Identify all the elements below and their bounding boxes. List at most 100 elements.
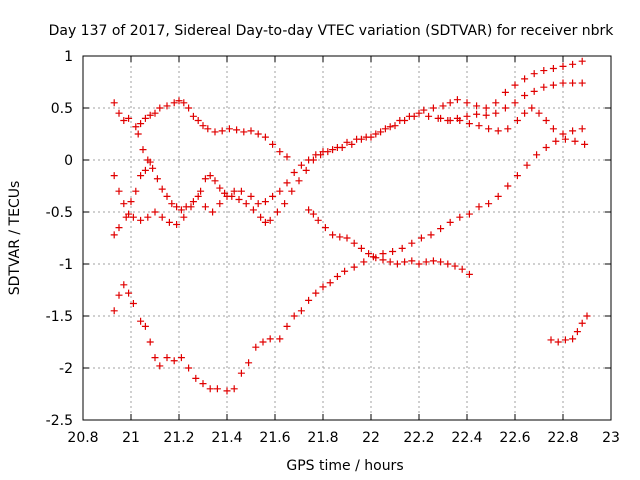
series-track-d (305, 206, 473, 278)
data-point (561, 336, 569, 344)
data-point (408, 239, 416, 247)
data-point (341, 267, 349, 275)
data-point (283, 322, 291, 330)
data-point (417, 234, 425, 242)
data-point (261, 133, 269, 141)
data-point (120, 281, 128, 289)
data-point (451, 262, 459, 270)
data-point (343, 138, 351, 146)
data-point (194, 116, 202, 124)
data-point (151, 109, 159, 117)
data-point (549, 64, 557, 72)
data-point (213, 385, 221, 393)
data-point (475, 122, 483, 130)
data-point (144, 213, 152, 221)
data-point (137, 216, 145, 224)
data-point (120, 200, 128, 208)
data-point (218, 127, 226, 135)
y-tick-labels: 1 0.5 0 -0.5 -1 -1.5 -2 -2.5 (46, 49, 73, 429)
data-point (549, 81, 557, 89)
data-point (420, 106, 428, 114)
data-point (427, 231, 435, 239)
data-point (257, 213, 265, 221)
data-point (511, 81, 519, 89)
data-point (297, 307, 305, 315)
data-point (365, 250, 373, 258)
series-track-e (110, 135, 589, 395)
data-point (425, 112, 433, 120)
y-tick-label: 1 (64, 49, 73, 65)
data-point (187, 203, 195, 211)
data-point (189, 112, 197, 120)
data-point (456, 116, 464, 124)
data-point (408, 257, 416, 265)
data-point (110, 172, 118, 180)
data-point (194, 192, 202, 200)
data-point (583, 312, 591, 320)
data-point (156, 362, 164, 370)
data-point (429, 257, 437, 265)
y-tick-label: -0.5 (46, 205, 73, 221)
data-point (261, 218, 269, 226)
data-point (391, 122, 399, 130)
data-point (185, 104, 193, 112)
data-point (336, 233, 344, 241)
data-point (163, 192, 171, 200)
data-point (578, 125, 586, 133)
data-point (533, 151, 541, 159)
data-point (523, 161, 531, 169)
data-point (571, 137, 579, 145)
data-point (269, 140, 277, 148)
data-point (235, 196, 243, 204)
data-point (437, 258, 445, 266)
data-point (473, 110, 481, 118)
data-point (305, 156, 313, 164)
data-point (513, 172, 521, 180)
data-point (446, 218, 454, 226)
x-tick-label: 22.6 (499, 430, 530, 446)
data-point (578, 79, 586, 87)
data-point (134, 130, 142, 138)
x-tick-label: 21.6 (259, 430, 290, 446)
data-point (120, 116, 128, 124)
data-point (259, 338, 267, 346)
data-point (281, 200, 289, 208)
data-point (569, 335, 577, 343)
y-tick-label: 0.5 (51, 101, 73, 117)
data-point (115, 187, 123, 195)
data-point (372, 130, 380, 138)
data-point (559, 130, 567, 138)
data-point (199, 380, 207, 388)
x-tick-label: 22.4 (451, 430, 482, 446)
data-point (542, 144, 550, 152)
data-point (146, 158, 154, 166)
data-point (437, 114, 445, 122)
plot-frame (82, 55, 612, 421)
data-point (305, 206, 313, 214)
data-point (415, 109, 423, 117)
data-point (569, 79, 577, 87)
data-point (168, 200, 176, 208)
data-point (254, 200, 262, 208)
data-point (252, 343, 260, 351)
series-track-f (437, 104, 586, 138)
data-point (552, 137, 560, 145)
data-point (206, 385, 214, 393)
y-axis-label: SDTVAR / TECUs (7, 181, 23, 296)
data-point (137, 317, 145, 325)
data-point (189, 198, 197, 206)
data-point (305, 296, 313, 304)
x-axis-label: GPS time / hours (286, 458, 403, 474)
data-point (309, 210, 317, 218)
data-point (276, 148, 284, 156)
series-track-c (110, 79, 586, 228)
data-point (329, 146, 337, 154)
data-point (321, 224, 329, 232)
data-point (379, 256, 387, 264)
data-point (211, 177, 219, 185)
y-tick-label: -2 (59, 361, 73, 377)
data-point (276, 187, 284, 195)
data-point (485, 125, 493, 133)
data-points (110, 57, 591, 395)
